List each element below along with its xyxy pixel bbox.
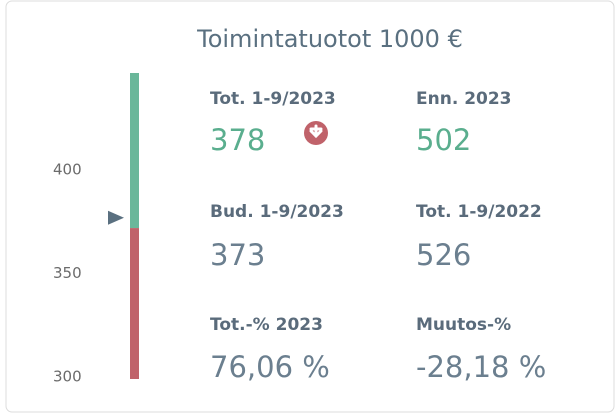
kpi-value: 373 bbox=[210, 238, 265, 272]
kpi-label: Tot. 1-9/2023 bbox=[210, 89, 336, 109]
kpi-label: Tot.-% 2023 bbox=[210, 315, 323, 335]
kpi-value: -28,18 % bbox=[416, 350, 546, 384]
card-title: Toimintatuotot 1000 € bbox=[196, 25, 463, 53]
gauge-upper bbox=[130, 73, 139, 229]
kpi-label: Enn. 2023 bbox=[416, 89, 512, 109]
kpi-label: Bud. 1-9/2023 bbox=[210, 202, 344, 222]
kpi-label: Tot. 1-9/2022 bbox=[416, 202, 542, 222]
y-tick-label: 300 bbox=[53, 368, 82, 386]
kpi-value: 76,06 % bbox=[210, 350, 330, 384]
card-border bbox=[5, 0, 615, 413]
kpi-label: Muutos-% bbox=[416, 315, 511, 335]
kpi-value: 502 bbox=[416, 123, 471, 157]
y-tick-label: 350 bbox=[53, 264, 82, 282]
kpi-value: 526 bbox=[416, 238, 471, 272]
gauge-lower bbox=[130, 228, 139, 379]
kpi-value: 378 bbox=[210, 123, 265, 157]
down-icon bbox=[304, 121, 328, 145]
y-tick-label: 400 bbox=[53, 161, 82, 179]
gauge-marker bbox=[108, 210, 124, 225]
